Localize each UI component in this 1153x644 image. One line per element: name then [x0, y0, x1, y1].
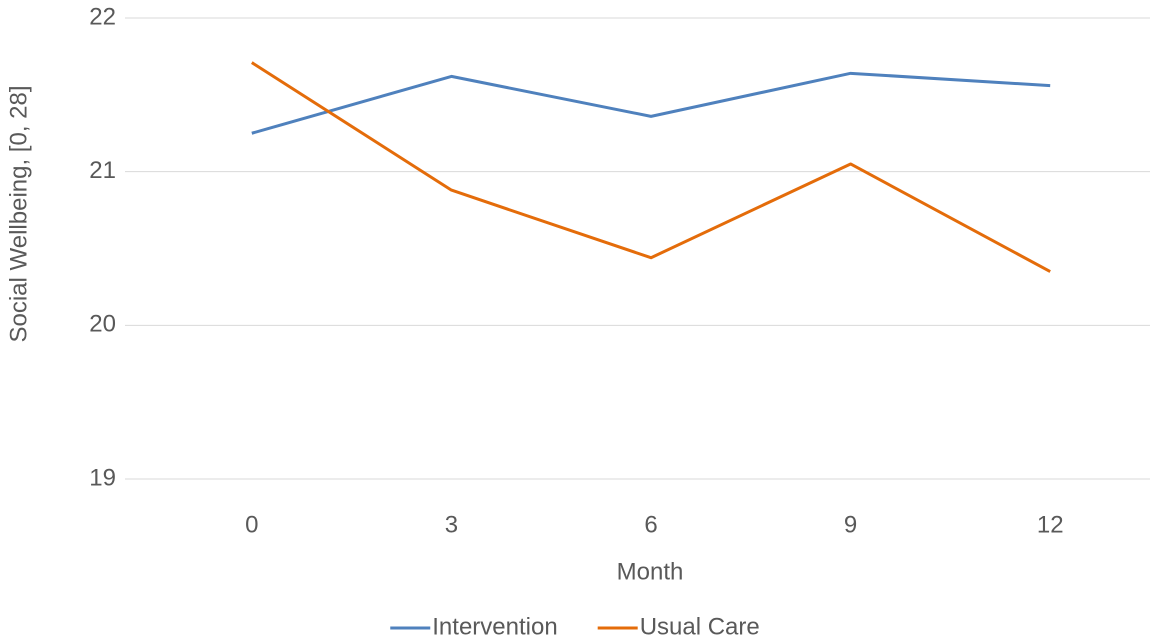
series-line [251, 71, 1051, 135]
x-tick-label: 12 [1037, 511, 1064, 538]
y-tick-label: 19 [89, 464, 116, 491]
x-axis-label: Month [617, 558, 684, 585]
x-tick-label: 3 [445, 511, 458, 538]
y-tick-label: 21 [89, 157, 116, 184]
y-tick-label: 22 [89, 3, 116, 30]
x-tick-label: 9 [844, 511, 857, 538]
x-tick-label: 6 [644, 511, 657, 538]
y-axis-label: Social Wellbeing, [0, 28] [5, 85, 32, 342]
x-tick-label: 0 [245, 511, 258, 538]
legend-label: Intervention [432, 613, 557, 640]
legend-label: Usual Care [640, 613, 760, 640]
y-tick-label: 20 [89, 311, 116, 338]
series-line [250, 61, 1051, 273]
